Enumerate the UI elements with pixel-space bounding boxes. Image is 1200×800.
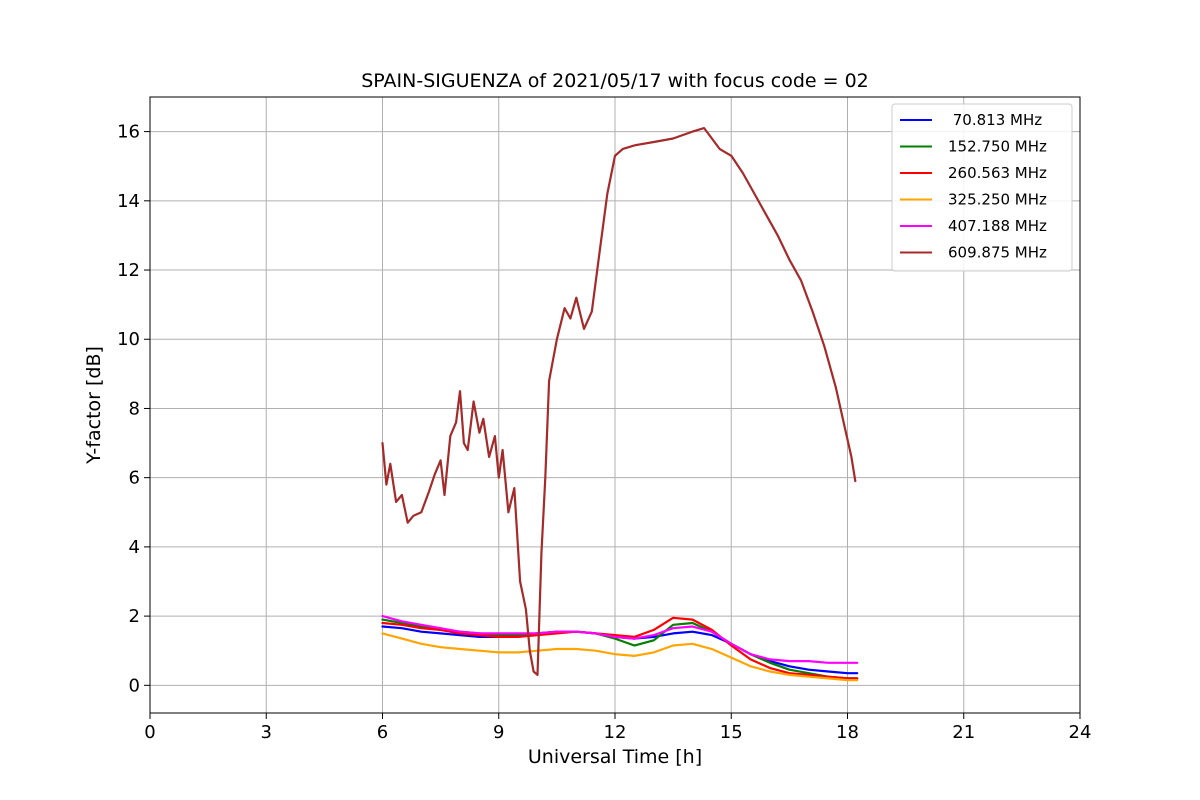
y-tick-label: 12 (117, 260, 140, 281)
y-tick-label: 6 (129, 468, 140, 489)
x-axis-title: Universal Time [h] (528, 746, 702, 768)
y-tick-label: 4 (129, 537, 140, 558)
x-tick-label: 24 (1069, 722, 1092, 743)
y-tick-label: 10 (117, 329, 140, 350)
legend-label: 609.875 MHz (948, 244, 1047, 262)
x-tick-label: 21 (952, 722, 975, 743)
series-line-3 (381, 632, 859, 682)
legend-label: 152.750 MHz (948, 138, 1047, 156)
y-tick-label: 14 (117, 191, 140, 212)
legend: 70.813 MHz 152.750 MHz 260.563 MHz 325.250 … (891, 103, 1073, 272)
series-line-5 (381, 127, 857, 677)
series-layer (381, 127, 859, 682)
y-axis-title: Y-factor [dB] (83, 346, 105, 465)
series-line-2 (381, 616, 859, 680)
legend-label: 70.813 MHz (948, 111, 1042, 129)
y-tick-label: 2 (129, 606, 140, 627)
legend-box (891, 103, 1073, 272)
x-tick-label: 3 (261, 722, 272, 743)
y-tick-label: 16 (117, 122, 140, 143)
x-tick-label: 0 (144, 722, 155, 743)
legend-label: 407.188 MHz (948, 217, 1047, 235)
x-tick-label: 6 (377, 722, 388, 743)
x-tick-label: 18 (836, 722, 859, 743)
x-tick-label: 15 (720, 722, 743, 743)
x-tick-label: 12 (604, 722, 627, 743)
chart-title: SPAIN-SIGUENZA of 2021/05/17 with focus … (361, 70, 869, 92)
x-tick-label: 9 (493, 722, 504, 743)
y-tick-label: 0 (129, 675, 140, 696)
legend-label: 325.250 MHz (948, 191, 1047, 209)
y-tick-label: 8 (129, 398, 140, 419)
series-line-4 (381, 614, 859, 664)
legend-label: 260.563 MHz (948, 164, 1047, 182)
